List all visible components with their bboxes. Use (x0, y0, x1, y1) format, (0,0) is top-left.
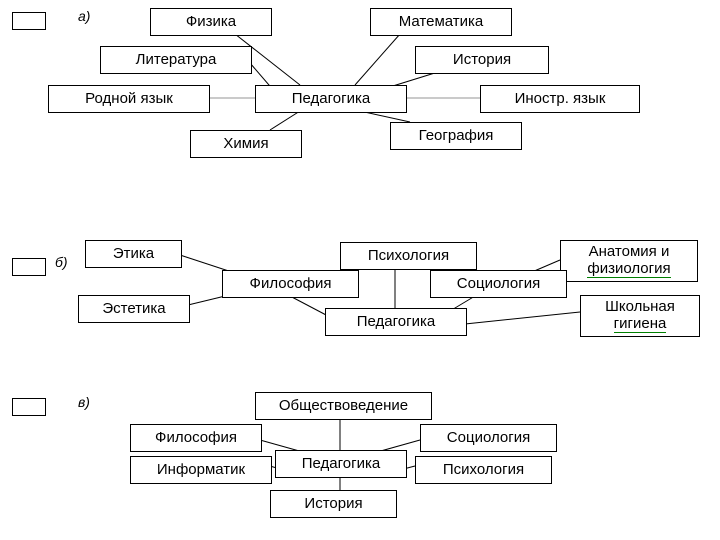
a_physics: Физика (150, 8, 272, 36)
center-a: Педагогика (255, 85, 407, 113)
checkbox-b[interactable] (12, 258, 46, 276)
a_chem: Химия (190, 130, 302, 158)
checkbox-a[interactable] (12, 12, 46, 30)
center-b: Педагогика (325, 308, 467, 336)
c_obs: Обществоведение (255, 392, 432, 420)
c_psy: Психология (415, 456, 552, 484)
diagram-stage: а) Педагогика Физика Математика Литература Ис… (0, 0, 720, 540)
b_phil: Философия (222, 270, 359, 298)
c_phil: Философия (130, 424, 262, 452)
c_inf: Информатик (130, 456, 272, 484)
checkbox-c[interactable] (12, 398, 46, 416)
a_foreign: Иностр. язык (480, 85, 640, 113)
b_aesth: Эстетика (78, 295, 190, 323)
a_native: Родной язык (48, 85, 210, 113)
b_soc: Социология (430, 270, 567, 298)
label-b: б) (55, 254, 68, 270)
a_math: Математика (370, 8, 512, 36)
center-c: Педагогика (275, 450, 407, 478)
a_lit: Литература (100, 46, 252, 74)
b_hyg: Школьнаягигиена (580, 295, 700, 337)
label-a: а) (78, 8, 90, 24)
a_history: История (415, 46, 549, 74)
c_soc: Социология (420, 424, 557, 452)
b_anat: Анатомия ифизиология (560, 240, 698, 282)
a_geo: География (390, 122, 522, 150)
c_hist: История (270, 490, 397, 518)
label-c: в) (78, 394, 90, 410)
b_ethics: Этика (85, 240, 182, 268)
b_psych: Психология (340, 242, 477, 270)
